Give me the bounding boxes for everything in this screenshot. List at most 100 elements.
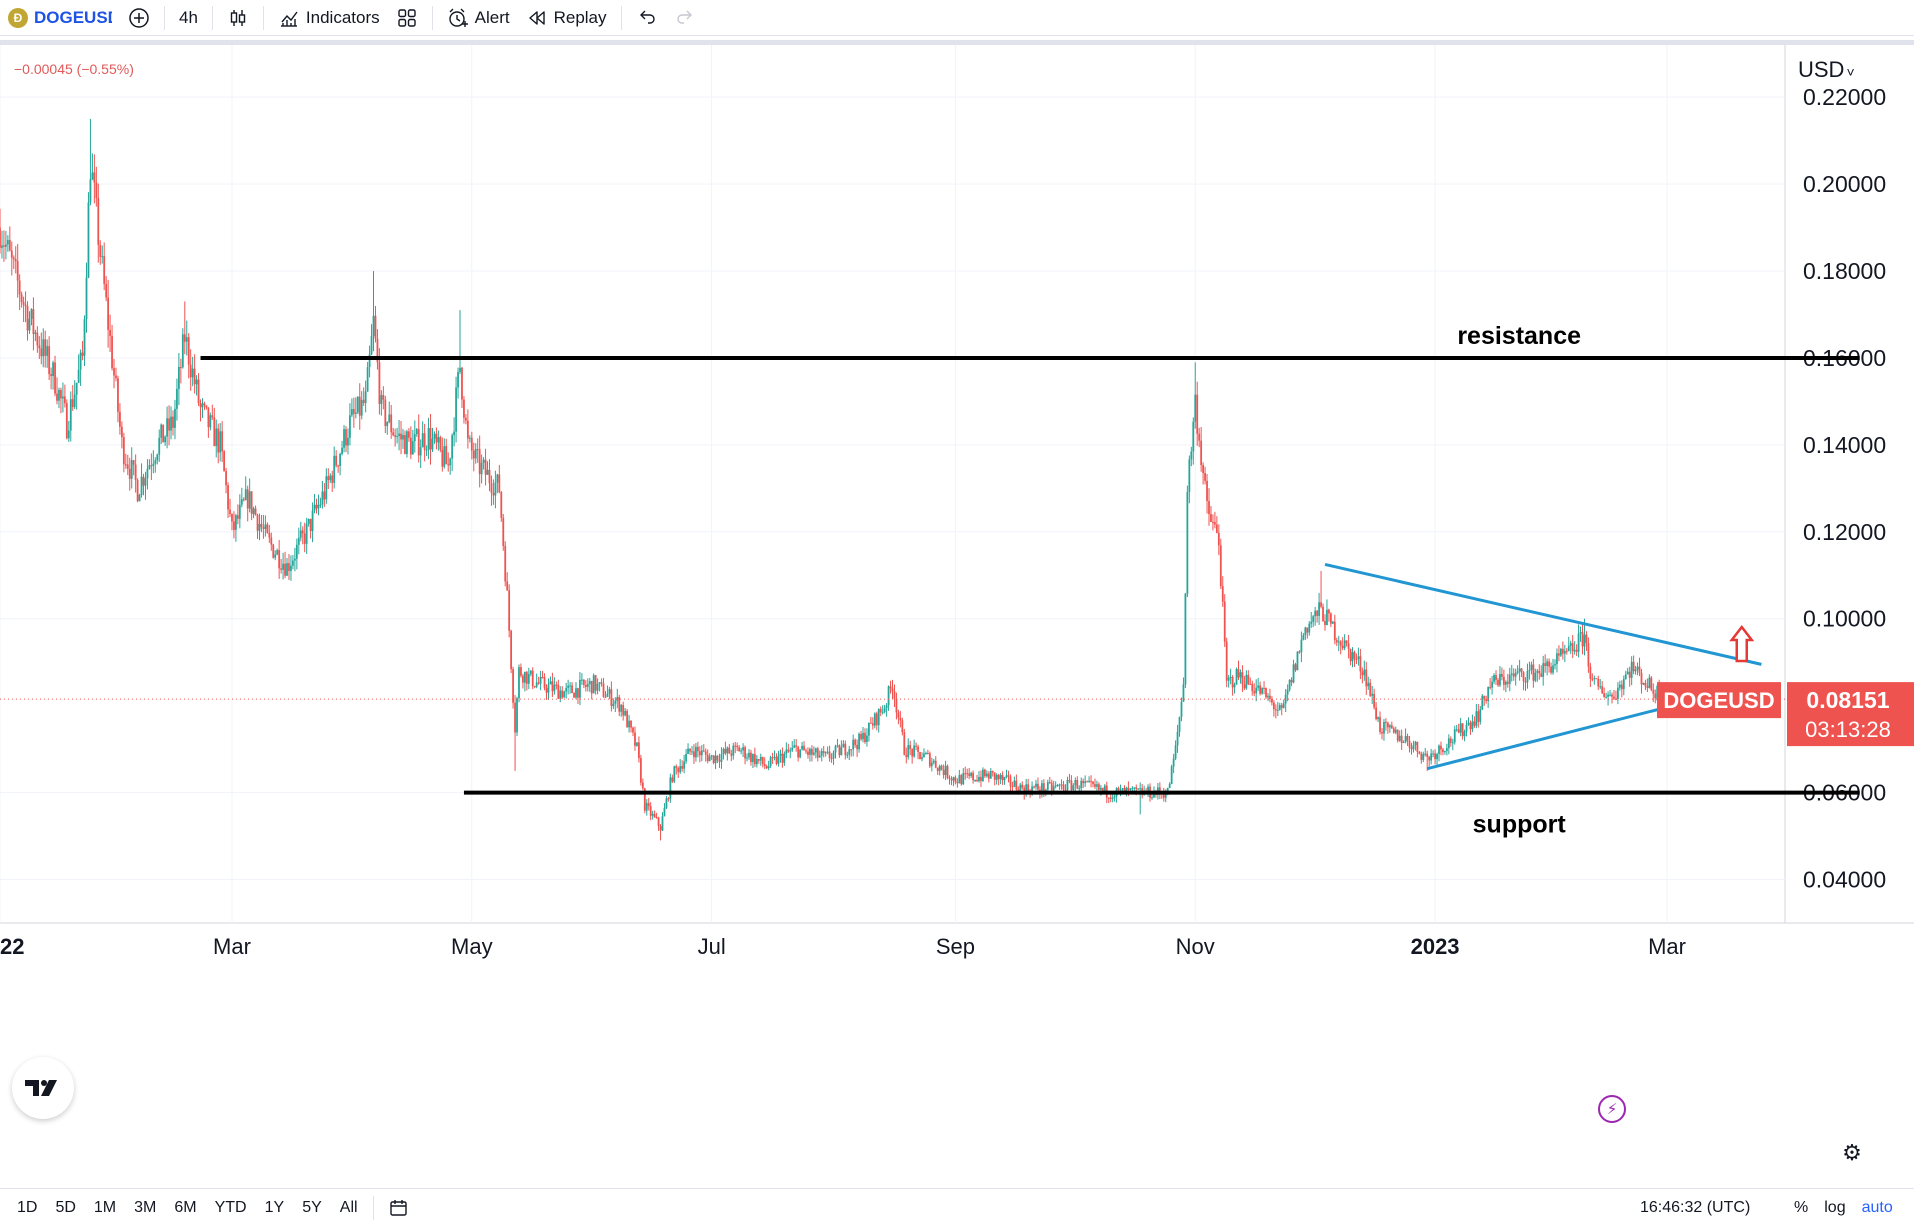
candle-body	[4, 244, 7, 247]
candle-body	[864, 732, 866, 743]
candle-body	[1253, 691, 1256, 694]
symbol-search-button[interactable]: Ð DOGEUSD	[0, 3, 120, 33]
candle-body	[502, 517, 505, 546]
candle-body	[1528, 669, 1531, 671]
candle-body	[73, 394, 76, 408]
candle-body	[248, 491, 251, 509]
price-chart[interactable]: 0.040000.060000.100000.120000.140000.160…	[0, 45, 1914, 1125]
candle-body	[225, 471, 227, 486]
candle-body	[893, 691, 896, 699]
candle-body	[406, 431, 408, 454]
indicators-button[interactable]: Indicators	[270, 3, 388, 33]
candle-body	[610, 689, 613, 707]
range-button-5d[interactable]: 5D	[55, 1198, 76, 1216]
candle-body	[1524, 681, 1527, 683]
candle-body	[1098, 784, 1100, 790]
range-button-1m[interactable]: 1M	[93, 1198, 117, 1216]
candle-body	[755, 758, 758, 765]
tradingview-logo[interactable]	[12, 1057, 74, 1119]
chart-area[interactable]: 0.04000 0.06000 0.10000 0.12000 0.14000 0.160…	[0, 45, 1914, 1165]
range-button-1y[interactable]: 1Y	[264, 1198, 285, 1216]
range-button-1d[interactable]: 1D	[17, 1198, 38, 1216]
candle-body	[718, 760, 721, 762]
candle-body	[726, 747, 729, 754]
utc-clock[interactable]: 16:46:32 (UTC)	[1640, 1189, 1750, 1226]
candle-body	[1504, 681, 1507, 685]
auto-scale-toggle[interactable]: auto	[1854, 1193, 1901, 1223]
candle-body	[983, 769, 986, 777]
candle-body	[1375, 707, 1378, 720]
range-button-3m[interactable]: 3M	[134, 1198, 157, 1216]
candle-body	[553, 684, 556, 692]
candle-body	[712, 755, 715, 764]
candle-body	[12, 257, 15, 260]
candle-body	[1127, 787, 1130, 790]
range-button-all[interactable]: All	[339, 1198, 358, 1216]
candle-body	[48, 346, 51, 375]
candle-body	[459, 367, 461, 373]
candle-body	[115, 375, 117, 379]
range-button-ytd[interactable]: YTD	[214, 1198, 247, 1216]
candle-body	[752, 754, 754, 763]
candle-body	[494, 482, 497, 496]
currency-selector[interactable]: USD ˅	[1798, 57, 1855, 83]
candle-body	[360, 399, 363, 416]
candle-body	[1235, 669, 1238, 685]
candle-body	[844, 743, 847, 756]
candle-body	[1198, 433, 1201, 441]
candle-body	[1172, 758, 1175, 767]
candle-body	[1650, 677, 1653, 690]
candle-body	[350, 409, 353, 416]
candle-body	[1561, 648, 1564, 654]
candle-body	[852, 739, 855, 750]
candle-body	[1180, 701, 1183, 717]
log-scale-toggle[interactable]: log	[1816, 1193, 1853, 1223]
range-button-6m[interactable]: 6M	[174, 1198, 197, 1216]
candle-body	[1394, 729, 1397, 733]
candle-body	[187, 337, 190, 365]
candle-body	[1445, 748, 1448, 752]
range-button-5y[interactable]: 5Y	[302, 1198, 322, 1216]
candle-body	[1546, 661, 1549, 666]
candle-body	[594, 675, 597, 691]
candle-body	[954, 777, 957, 783]
candle-body	[1237, 669, 1240, 678]
candle-body	[1042, 783, 1045, 792]
candle-body	[970, 772, 973, 776]
candle-body	[638, 742, 640, 759]
chart-type-button[interactable]	[219, 3, 257, 33]
candle-body	[1361, 671, 1364, 676]
candle-body	[419, 447, 422, 456]
lightning-icon[interactable]: ⚡	[1598, 1095, 1626, 1123]
layouts-button[interactable]	[388, 3, 426, 33]
candle-body	[541, 677, 544, 679]
candle-body	[767, 766, 770, 769]
candle-body	[952, 777, 955, 781]
undo-button[interactable]	[628, 3, 666, 33]
candle-body	[1477, 711, 1480, 722]
replay-button[interactable]: Replay	[518, 3, 615, 33]
candle-body	[936, 767, 939, 772]
candle-body	[934, 760, 937, 768]
percent-scale-toggle[interactable]: %	[1786, 1193, 1816, 1223]
candle-body	[698, 751, 701, 756]
candle-body	[1601, 686, 1604, 694]
settings-gear-icon[interactable]: ⚙	[1842, 1140, 1862, 1165]
candle-body	[1432, 753, 1435, 755]
candle-body	[52, 362, 54, 377]
candle-body	[1267, 695, 1269, 698]
candle-body	[382, 395, 385, 400]
candle-body	[1164, 794, 1167, 798]
candle-body	[93, 172, 96, 183]
candle-body	[1453, 729, 1456, 743]
candle-body	[1444, 751, 1446, 753]
alert-button[interactable]: Alert	[439, 3, 518, 33]
interval-button[interactable]: 4h	[171, 3, 206, 33]
candle-body	[160, 424, 163, 438]
redo-button[interactable]	[666, 3, 704, 33]
compare-symbol-button[interactable]	[120, 3, 158, 33]
candle-body	[242, 499, 245, 501]
candle-body	[1396, 729, 1399, 741]
goto-date-button[interactable]	[380, 1193, 418, 1223]
candle-body	[1591, 678, 1594, 680]
